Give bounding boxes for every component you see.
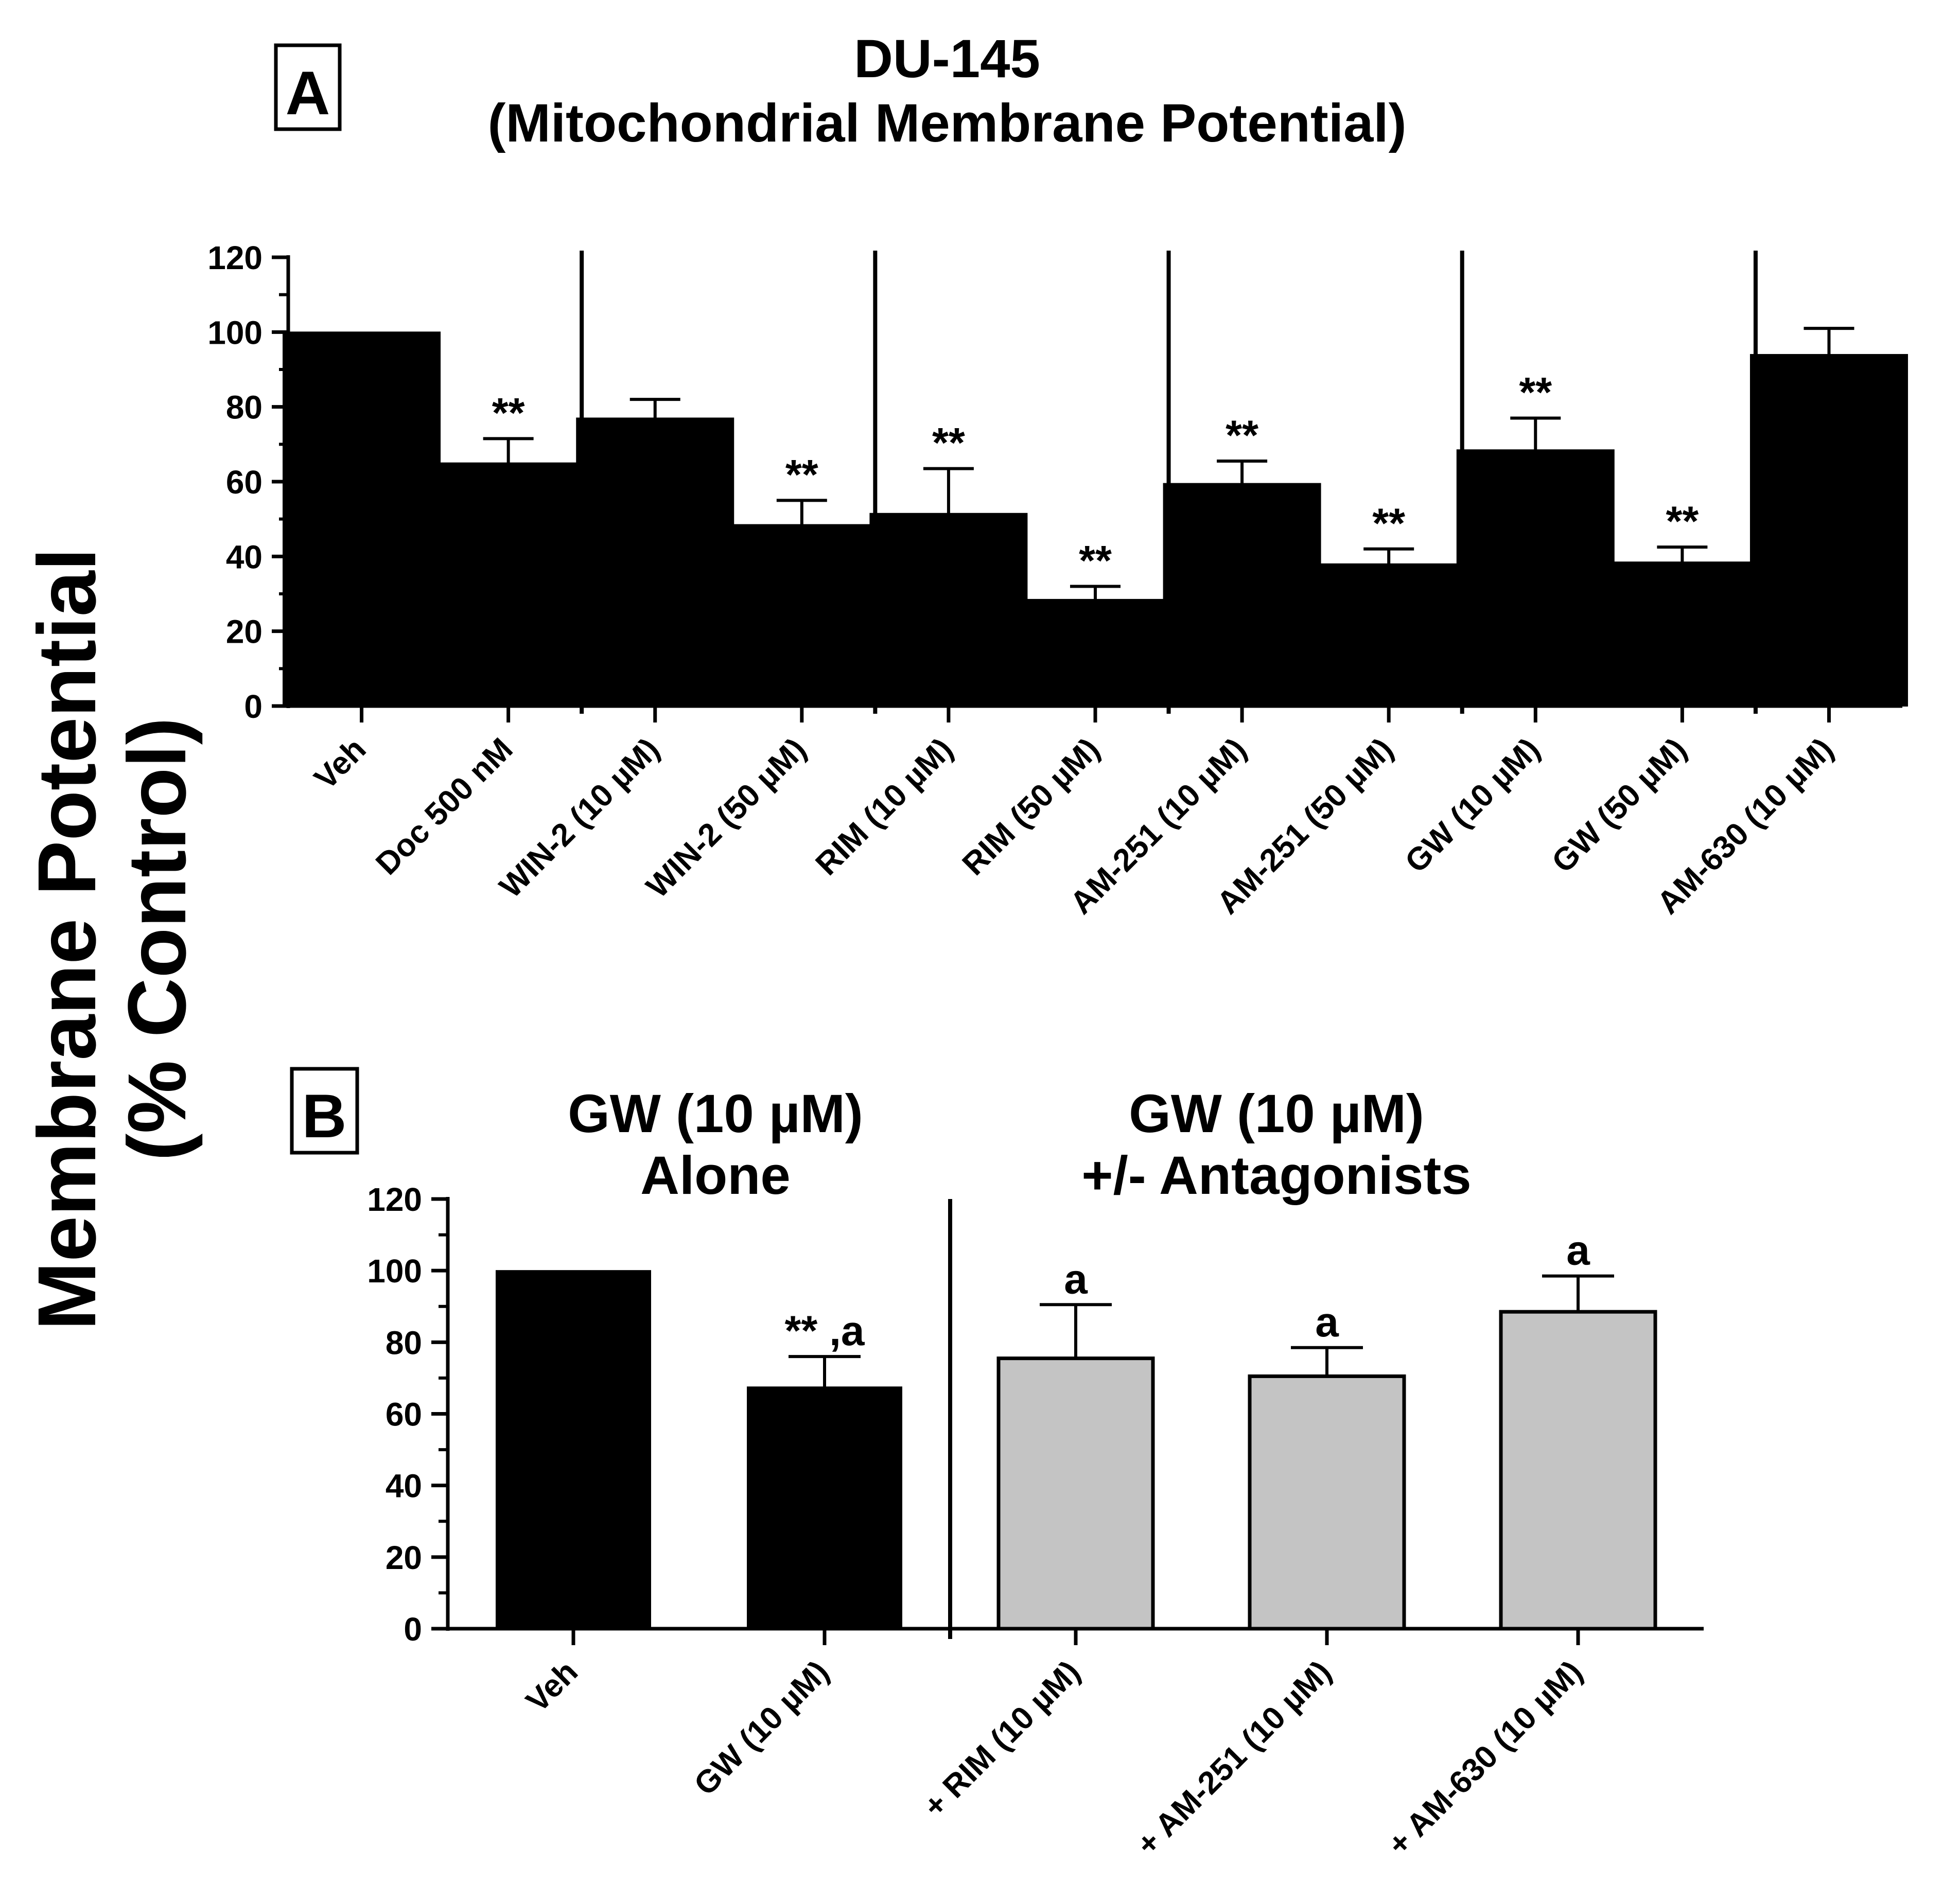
x-tick-label: WIN-2 (50 µM): [640, 731, 813, 905]
significance-label: **: [932, 420, 965, 467]
panel-b-group-title-2-line1: GW (10 µM): [1129, 1084, 1424, 1144]
y-tick-label: 120: [207, 239, 262, 276]
panel-a-badge: [274, 43, 342, 131]
panel-a: A DU-145 (Mitochondrial Membrane Potenti…: [207, 29, 1908, 921]
x-tick-label: + AM-630 (10 µM): [1381, 1654, 1589, 1862]
bar: [1749, 354, 1908, 707]
y-tick-label: 40: [226, 538, 262, 575]
bar: [869, 513, 1028, 707]
panel-a-subtitle: (Mitochondrial Membrane Potential): [487, 93, 1406, 153]
y-tick-label: 60: [386, 1396, 422, 1433]
y-tick-label: 80: [386, 1324, 422, 1361]
bar: [1016, 598, 1175, 707]
panel-b-badge: [290, 1067, 359, 1155]
panel-b-group-title-2-line2: +/- Antagonists: [1081, 1145, 1471, 1206]
y-tick-label: 100: [367, 1253, 422, 1290]
x-tick-label: + AM-251 (10 µM): [1130, 1654, 1338, 1862]
bar: [1499, 1310, 1657, 1631]
panel-b-letter: B: [302, 1082, 347, 1151]
panel-a-letter: A: [286, 59, 330, 128]
x-tick-label: Veh: [519, 1654, 585, 1719]
significance-label: **: [785, 451, 818, 498]
y-tick-label: 120: [367, 1181, 422, 1218]
x-tick-label: GW (10 µM): [688, 1654, 836, 1802]
y-tick-label: 100: [207, 314, 262, 351]
significance-label: **: [492, 390, 525, 436]
x-tick-label: + RIM (10 µM): [917, 1654, 1087, 1824]
y-tick-label: 60: [226, 464, 262, 501]
panel-b: B GW (10 µM) Alone GW (10 µM) +/- Antago…: [290, 1067, 1704, 1862]
bar: [723, 524, 881, 707]
significance-label: a: [1566, 1227, 1590, 1274]
significance-label: **: [1226, 412, 1258, 459]
x-tick-label: RIM (50 µM): [956, 731, 1107, 882]
panel-b-group-title-1-line1: GW (10 µM): [568, 1084, 863, 1144]
significance-label: **: [1372, 500, 1405, 547]
y-tick-label: 20: [386, 1539, 422, 1576]
x-tick-label: GW (10 µM): [1398, 731, 1547, 879]
panel-a-title: DU-145: [854, 29, 1040, 89]
y-tick-label: 80: [226, 389, 262, 426]
bar: [1456, 449, 1615, 707]
y-axis-label-line1: Membrane Potential: [21, 548, 113, 1330]
significance-label: **: [1666, 498, 1699, 545]
significance-label: **: [1079, 537, 1112, 584]
bar: [1163, 483, 1321, 707]
bar: [283, 331, 441, 707]
panel-b-group-title-1-line2: Alone: [640, 1145, 791, 1206]
x-tick-label: GW (50 µM): [1545, 731, 1693, 879]
significance-label: a: [1315, 1299, 1339, 1346]
y-tick-label: 20: [226, 613, 262, 650]
y-tick-label: 0: [244, 688, 262, 725]
y-tick-label: 40: [386, 1468, 422, 1505]
x-tick-label: Doc 500 nM: [369, 731, 519, 882]
x-tick-label: RIM (10 µM): [809, 731, 960, 882]
significance-label: **: [1519, 369, 1552, 416]
bar: [496, 1270, 651, 1630]
x-tick-label: Veh: [308, 731, 373, 797]
y-axis-label-line2: (% Control): [111, 717, 203, 1161]
bar: [429, 462, 588, 707]
significance-label: a: [1064, 1256, 1088, 1302]
bar: [1248, 1374, 1406, 1631]
significance-label: ** ,a: [785, 1308, 865, 1354]
bar: [747, 1386, 902, 1629]
y-tick-label: 0: [404, 1611, 422, 1648]
bar: [996, 1356, 1155, 1631]
panel-b-plot: 0 20 40 60 80 100 120 Veh ** ,a GW (10 µM) a + RIM …: [367, 1181, 1704, 1862]
bar: [1309, 563, 1468, 707]
bar: [576, 417, 734, 707]
bar: [1603, 561, 1761, 707]
